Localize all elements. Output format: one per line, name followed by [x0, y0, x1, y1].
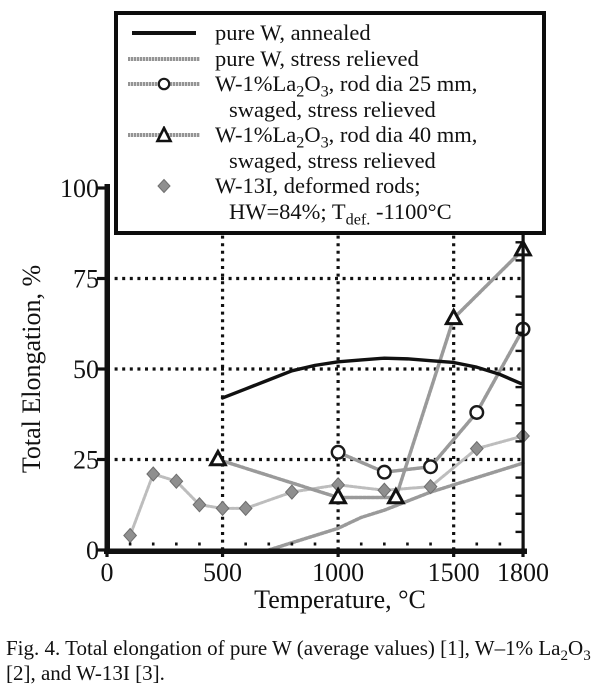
legend-label: W-1%La2O3, rod dia 40 mm,	[215, 122, 478, 152]
svg-text:1500: 1500	[428, 558, 480, 587]
triangle-marker-icon	[128, 125, 200, 145]
svg-text:1000: 1000	[312, 558, 364, 587]
legend-item-pure-w-annealed: pure W, annealed	[118, 20, 542, 46]
legend-label-line2: swaged, stress relieved	[229, 96, 436, 122]
legend-item-pure-w-stress-relieved: pure W, stress relieved	[118, 46, 542, 72]
diamond-marker-icon	[128, 176, 200, 196]
legend-label-line2: HW=84%; Tdef. -1100°C	[229, 198, 452, 228]
y-axis-title: Total Elongation, %	[17, 265, 46, 473]
svg-text:1800: 1800	[497, 558, 549, 587]
gridlines	[107, 190, 523, 550]
data-series	[123, 238, 533, 552]
svg-text:0: 0	[86, 536, 99, 565]
svg-text:75: 75	[73, 265, 99, 294]
legend: pure W, annealed pure W, stress relieved…	[114, 11, 546, 235]
legend-item-la2o3-40mm: W-1%La2O3, rod dia 40 mm, swaged, stress…	[118, 122, 542, 173]
legend-label-line2: swaged, stress relieved	[229, 147, 436, 173]
legend-label: pure W, annealed	[215, 20, 371, 45]
svg-text:500: 500	[203, 558, 242, 587]
svg-text:50: 50	[73, 355, 99, 384]
svg-text:25: 25	[73, 446, 99, 475]
legend-item-la2o3-25mm: W-1%La2O3, rod dia 25 mm, swaged, stress…	[118, 71, 542, 122]
gray-line-swatch-icon	[128, 49, 200, 69]
figure-caption: Fig. 4. Total elongation of pure W (aver…	[6, 636, 591, 685]
legend-item-w13i: W-13I, deformed rods; HW=84%; Tdef. -110…	[118, 173, 542, 228]
circle-marker-icon	[128, 74, 200, 94]
svg-text:0: 0	[101, 558, 114, 587]
solid-line-swatch-icon	[128, 23, 200, 43]
legend-label: pure W, stress relieved	[215, 45, 419, 71]
svg-text:100: 100	[60, 174, 99, 203]
legend-label: W-13I, deformed rods;	[215, 173, 421, 198]
legend-label: W-1%La2O3, rod dia 25 mm,	[215, 71, 478, 101]
x-axis-title: Temperature, °C	[254, 585, 426, 614]
axes-frame	[97, 184, 527, 557]
